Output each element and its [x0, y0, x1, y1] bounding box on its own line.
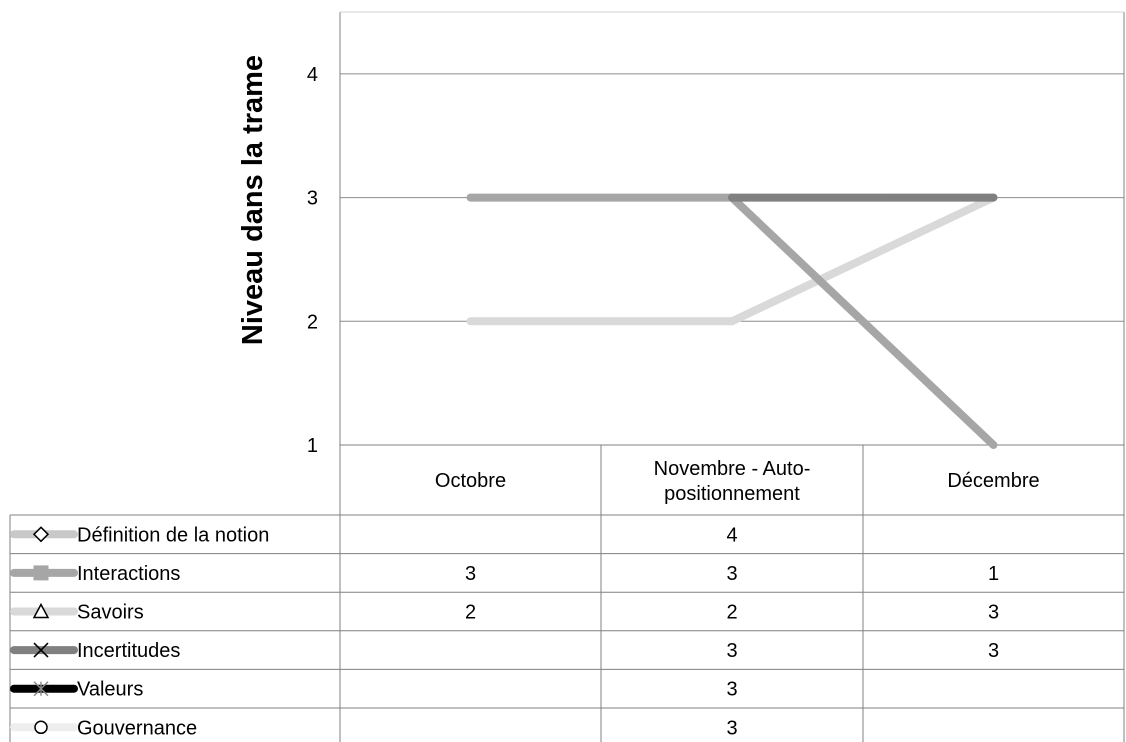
- legend-series-name: Valeurs: [77, 679, 143, 701]
- legend-series-name: Savoirs: [77, 602, 144, 624]
- y-tick-label: 2: [307, 311, 318, 333]
- legend-key: [10, 602, 78, 619]
- x-category-label: Décembre: [947, 470, 1039, 492]
- y-axis-title: Niveau dans la trame: [237, 55, 269, 345]
- series-segment: [728, 193, 998, 326]
- y-tick-label: 3: [307, 188, 318, 210]
- x-category-label: positionnement: [664, 483, 800, 505]
- legend-key: [10, 681, 78, 697]
- legend-key: [10, 526, 78, 543]
- x-category-label: Octobre: [435, 470, 506, 492]
- legend-marker-square: [33, 565, 49, 581]
- legend-series-name: Gouvernance: [77, 717, 197, 739]
- legend-series-name: Interactions: [77, 563, 180, 585]
- table-value-cell: 3: [726, 679, 737, 701]
- table-value-cell: 3: [988, 640, 999, 662]
- table-value-cell: 4: [726, 524, 737, 546]
- table-value-cell: 3: [465, 563, 476, 585]
- table-value-cell: 2: [726, 602, 737, 624]
- legend-key: [10, 642, 78, 658]
- table-value-cell: 1: [988, 563, 999, 585]
- legend-series-name: Incertitudes: [77, 640, 180, 662]
- table-value-cell: 3: [726, 563, 737, 585]
- y-tick-label: 1: [307, 435, 318, 457]
- legend-series-name: Définition de la notion: [77, 524, 269, 546]
- legend-marker-circle: [34, 720, 48, 735]
- legend-key: [10, 565, 78, 581]
- series-segment: [728, 193, 998, 449]
- y-tick-label: 4: [307, 64, 318, 86]
- legend-marker-triangle: [32, 602, 50, 619]
- x-category-label: Novembre - Auto-: [654, 458, 811, 480]
- table-value-cell: 2: [465, 602, 476, 624]
- table-value-cell: 3: [726, 640, 737, 662]
- legend-marker-x: [33, 642, 49, 658]
- table-value-cell: 3: [988, 602, 999, 624]
- legend-key: [10, 720, 78, 735]
- legend-marker-diamond: [32, 526, 50, 543]
- table-value-cell: 3: [726, 717, 737, 739]
